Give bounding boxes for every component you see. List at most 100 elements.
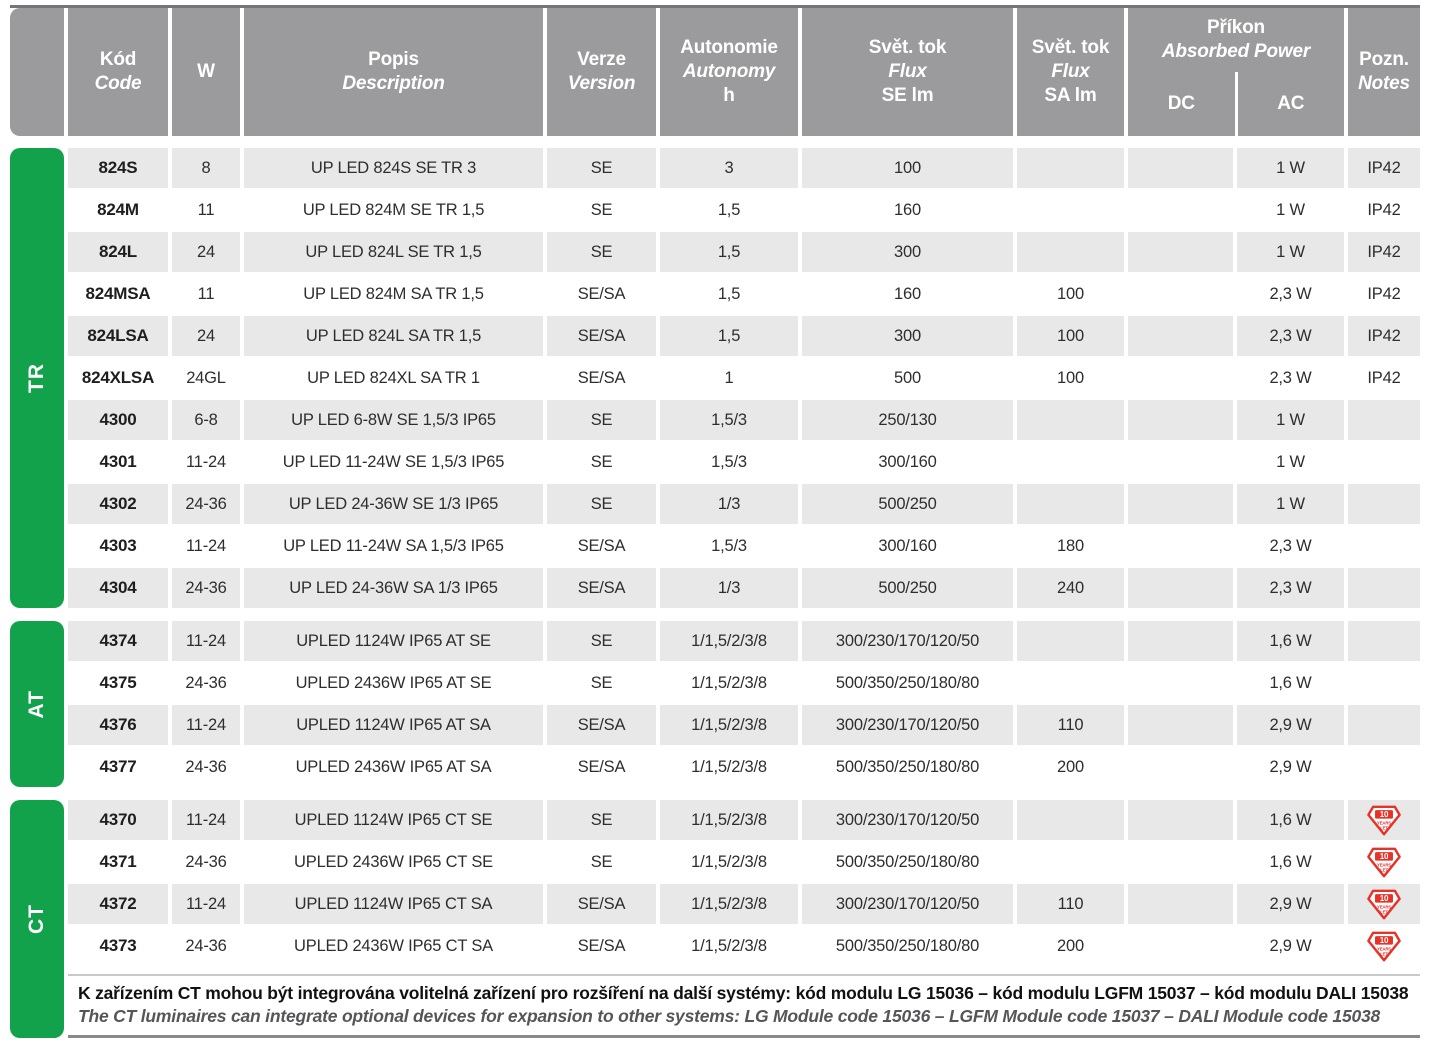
svg-text:YEARS: YEARS — [1377, 820, 1391, 825]
cell-flux-se: 300/230/170/120/50 — [802, 884, 1013, 924]
cell-flux-sa: 240 — [1017, 568, 1124, 608]
cell-dc — [1128, 358, 1233, 398]
cell-flux-sa — [1017, 800, 1124, 840]
header-notes: Pozn. Notes — [1348, 8, 1420, 136]
cell-flux-se: 160 — [894, 200, 921, 219]
cell-flux-se: 100 — [802, 148, 1013, 188]
table-row: 824S 8 UP LED 824S SE TR 3 SE 3 100 1 W IP42 — [68, 148, 1420, 188]
cell-w: 11-24 — [172, 800, 240, 840]
cell-flux-sa: 200 — [1057, 936, 1084, 955]
svg-text:YEARS: YEARS — [1377, 862, 1391, 867]
cell-desc: UP LED 824L SA TR 1,5 — [244, 316, 543, 356]
cell-version: SE/SA — [547, 316, 656, 356]
cell-flux-sa: 180 — [1057, 536, 1084, 555]
cell-autonomy: 1,5 — [660, 232, 798, 272]
cell-flux-se: 500/350/250/180/80 — [835, 757, 980, 776]
table-top-border — [10, 5, 1420, 8]
cell-code: 4373 — [99, 936, 137, 955]
header-watt: W — [172, 8, 240, 136]
cell-w: 11-24 — [186, 536, 226, 555]
cell-w: 11 — [197, 284, 215, 303]
cell-desc: UP LED 824M SE TR 1,5 — [302, 200, 485, 219]
cell-flux-sa — [1017, 621, 1124, 661]
cell-dc — [1128, 442, 1233, 482]
cell-ac: 1 W — [1237, 148, 1344, 188]
cell-autonomy: 1/1,5/2/3/8 — [691, 757, 767, 776]
cell-dc — [1128, 705, 1233, 745]
cell-w: 11-24 — [186, 452, 226, 471]
section-label-tr: TR — [10, 148, 64, 608]
cell-ac: 1,6 W — [1269, 852, 1312, 871]
header-autonomy-unit: h — [723, 85, 735, 106]
cell-code: 4301 — [99, 452, 137, 471]
cell-desc: UPLED 2436W IP65 AT SA — [295, 757, 492, 776]
table-row: 4372 11-24 UPLED 1124W IP65 CT SA SE/SA 1/1,… — [68, 884, 1420, 924]
cell-version: SE — [590, 852, 613, 871]
cell-flux-se: 250/130 — [802, 400, 1013, 440]
cell-flux-sa: 200 — [1057, 757, 1084, 776]
table-header: Kód Code W Popis Description Verze Versi… — [10, 8, 1420, 136]
cell-desc: UPLED 1124W IP65 AT SA — [244, 705, 543, 745]
svg-text:10: 10 — [1380, 894, 1389, 903]
cell-code: 824MSA — [85, 284, 151, 303]
cell-flux-se: 500/350/250/180/80 — [835, 852, 980, 871]
cell-w: 24-36 — [185, 852, 227, 871]
cell-autonomy: 1/1,5/2/3/8 — [691, 852, 767, 871]
section-label-ct: CT — [10, 800, 64, 1038]
cell-autonomy: 1/1,5/2/3/8 — [660, 884, 798, 924]
cell-flux-sa — [1017, 400, 1124, 440]
cell-dc — [1128, 621, 1233, 661]
cell-desc: UP LED 824L SE TR 1,5 — [244, 232, 543, 272]
cell-w: 24GL — [186, 368, 226, 387]
cell-w: 24-36 — [185, 757, 227, 776]
cell-code: 4303 — [99, 536, 137, 555]
header-autonomy: Autonomie Autonomy h — [660, 8, 798, 136]
cell-version: SE/SA — [577, 936, 626, 955]
cell-version: SE/SA — [577, 368, 626, 387]
cell-w: 11-24 — [172, 705, 240, 745]
header-code-en: Code — [94, 73, 142, 94]
section-ct-content: 4370 11-24 UPLED 1124W IP65 CT SE SE 1/1,5/2… — [68, 800, 1420, 1038]
cell-flux-se: 300 — [802, 316, 1013, 356]
cell-notes: 10 YEARS LET — [1348, 842, 1420, 882]
cell-code: 824LSA — [68, 316, 168, 356]
header-corner-cell — [10, 8, 64, 136]
cell-code: 4370 — [68, 800, 168, 840]
cell-desc: UPLED 1124W IP65 CT SE — [244, 800, 543, 840]
table-row: 4377 24-36 UPLED 2436W IP65 AT SA SE/SA 1/1,… — [68, 747, 1420, 787]
svg-text:YEARS: YEARS — [1377, 904, 1391, 909]
cell-flux-sa: 100 — [1057, 368, 1084, 387]
cell-notes — [1348, 747, 1420, 787]
header-absorbed-power-title: Příkon Absorbed Power — [1162, 8, 1310, 72]
header-notes-en: Notes — [1358, 73, 1410, 94]
svg-text:LET: LET — [1380, 951, 1388, 956]
table-row: 4300 6-8 UP LED 6-8W SE 1,5/3 IP65 SE 1,5/3 2… — [68, 400, 1420, 440]
cell-autonomy: 1/1,5/2/3/8 — [691, 936, 767, 955]
cell-desc: UPLED 2436W IP65 CT SA — [294, 936, 493, 955]
cell-flux-se: 500/350/250/180/80 — [835, 673, 980, 692]
cell-dc — [1128, 663, 1233, 703]
section-ct-rows: 4370 11-24 UPLED 1124W IP65 CT SE SE 1/1,5/2… — [68, 800, 1420, 966]
cell-notes — [1348, 705, 1420, 745]
section-at-rows: 4374 11-24 UPLED 1124W IP65 AT SE SE 1/1,5/2… — [68, 621, 1420, 787]
table-row: 4370 11-24 UPLED 1124W IP65 CT SE SE 1/1,5/2… — [68, 800, 1420, 840]
cell-notes — [1348, 484, 1420, 524]
cell-version: SE — [547, 484, 656, 524]
header-version-cs: Verze — [577, 49, 626, 70]
cell-w: 24-36 — [172, 484, 240, 524]
cell-dc — [1128, 526, 1233, 566]
cell-flux-se: 500/350/250/180/80 — [835, 936, 980, 955]
cell-version: SE — [590, 673, 613, 692]
cell-code: 824M — [97, 200, 139, 219]
cell-autonomy: 1/1,5/2/3/8 — [660, 705, 798, 745]
header-flux-sa-en: Flux — [1051, 61, 1090, 82]
cell-notes: IP42 — [1367, 284, 1401, 303]
cell-ac: 2,3 W — [1269, 536, 1312, 555]
table-row: 824XLSA 24GL UP LED 824XL SA TR 1 SE/SA 1 500… — [68, 358, 1420, 398]
footnote-english: The CT luminaires can integrate optional… — [78, 1006, 1381, 1026]
svg-text:10: 10 — [1380, 810, 1389, 819]
cell-autonomy: 1,5/3 — [660, 400, 798, 440]
cell-flux-sa: 110 — [1017, 884, 1124, 924]
